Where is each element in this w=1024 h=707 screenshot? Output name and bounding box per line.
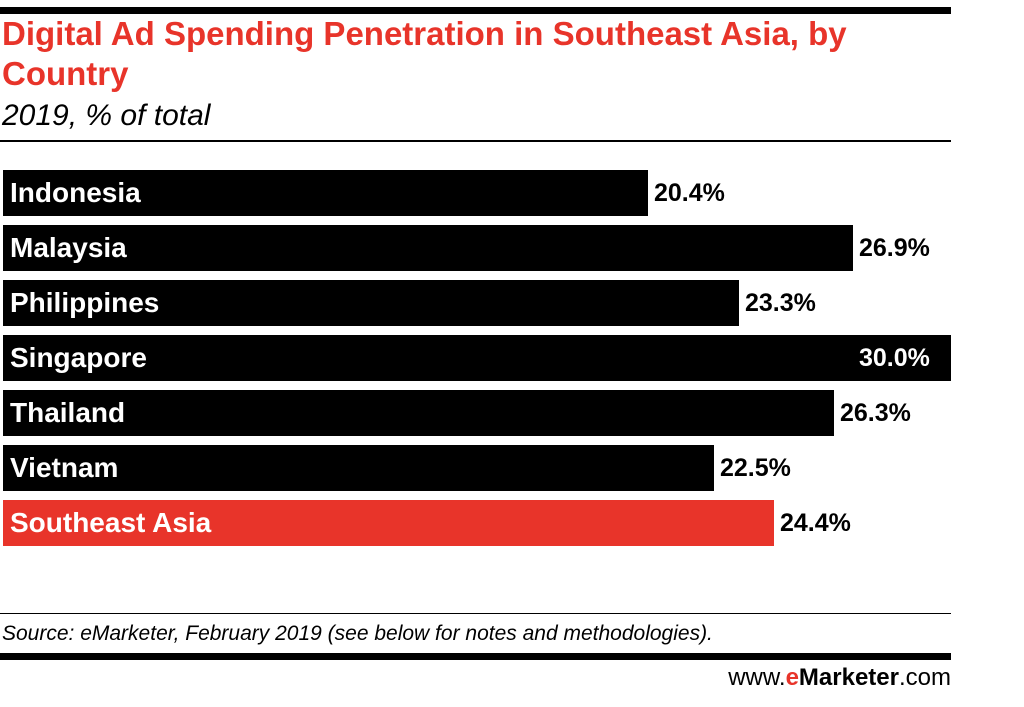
bar-label-philippines: Philippines <box>10 287 160 318</box>
value-label-indonesia: 20.4% <box>654 179 725 207</box>
brand-prefix: www. <box>728 664 786 691</box>
bar-indonesia <box>3 170 648 216</box>
bar-vietnam <box>3 445 714 491</box>
brand-logo: www.eMarketer.com <box>728 663 951 693</box>
value-label-malaysia: 26.9% <box>859 234 930 262</box>
bar-chart: Indonesia 20.4% Malaysia 26.9% Philippines 23… <box>0 160 1000 560</box>
top-rule <box>0 7 951 14</box>
bar-label-indonesia: Indonesia <box>10 177 141 208</box>
chart-title: Digital Ad Spending Penetration in South… <box>2 15 847 92</box>
brand-suffix: .com <box>898 664 951 691</box>
bar-label-vietnam: Vietnam <box>10 452 119 483</box>
value-label-southeast-asia: 24.4% <box>780 509 851 537</box>
source-rule <box>0 613 951 614</box>
bar-label-singapore: Singapore <box>10 342 147 373</box>
bar-malaysia <box>3 225 853 271</box>
bar-label-southeast-asia: Southeast Asia <box>10 507 212 538</box>
bar-philippines <box>3 280 739 326</box>
bottom-rule <box>0 653 951 660</box>
bar-singapore <box>3 335 951 381</box>
bar-label-thailand: Thailand <box>10 397 126 428</box>
header-rule <box>0 140 951 142</box>
bar-thailand <box>3 390 834 436</box>
value-label-singapore: 30.0% <box>859 344 930 372</box>
bar-label-malaysia: Malaysia <box>10 232 127 263</box>
source-note: Source: eMarketer, February 2019 (see be… <box>2 622 713 645</box>
bar-southeast-asia <box>3 500 774 546</box>
brand-e: e <box>785 664 799 691</box>
value-label-vietnam: 22.5% <box>720 454 791 482</box>
value-label-philippines: 23.3% <box>745 289 816 317</box>
brand-name: Marketer <box>798 664 899 691</box>
chart-subtitle: 2019, % of total <box>2 99 211 132</box>
value-label-thailand: 26.3% <box>840 399 911 427</box>
